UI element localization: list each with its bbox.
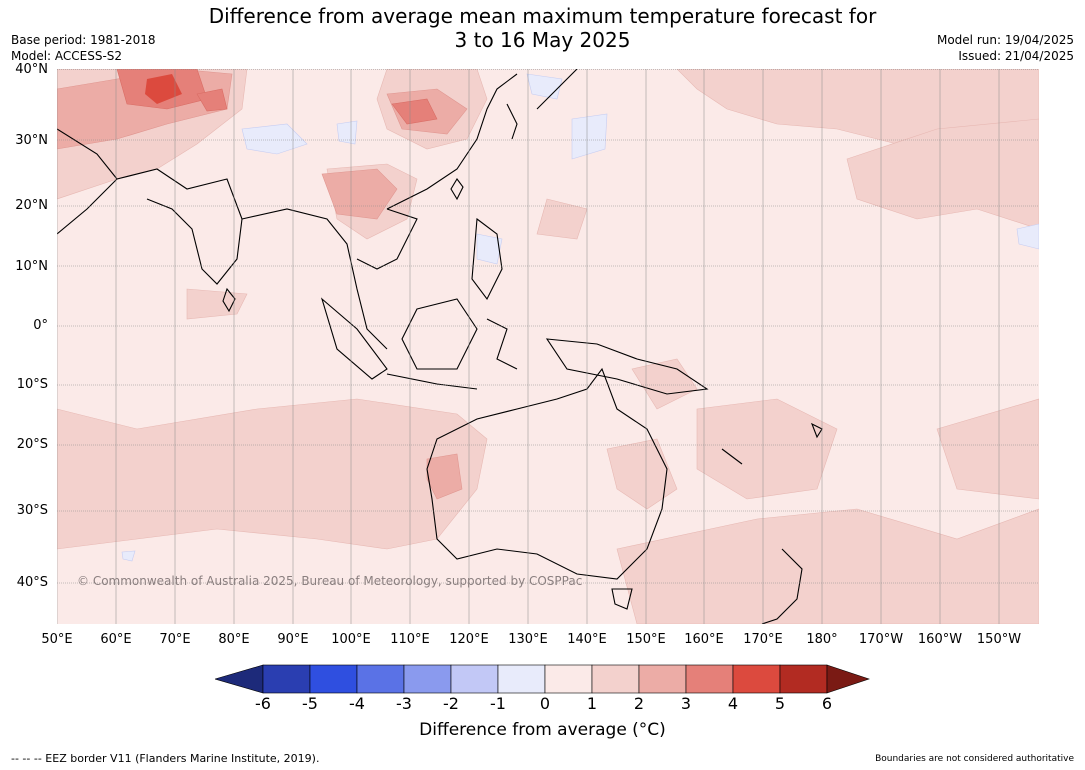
graticule — [57, 69, 1039, 624]
colorbar-tick: -5 — [302, 694, 318, 713]
colorbar-tick: -1 — [490, 694, 506, 713]
lon-label-70e: 70°E — [159, 632, 191, 647]
colorbar-tick: 4 — [727, 694, 739, 713]
anomaly-4-5-regions — [145, 74, 182, 104]
colorbar-tick: 3 — [680, 694, 692, 713]
colorbar-label: Difference from average (°C) — [419, 720, 666, 740]
colorbar-tick: -4 — [349, 694, 365, 713]
lat-label-20s: 20°S — [16, 437, 48, 452]
lat-label-30n: 30°N — [15, 133, 48, 148]
colorbar-bin-4-5 — [732, 664, 781, 694]
colorbar-tick: 6 — [821, 694, 833, 713]
title-line-1: Difference from average mean maximum tem… — [208, 4, 877, 28]
lat-label-20n: 20°N — [15, 198, 48, 213]
colorbar-bin-neg4-neg3 — [356, 664, 405, 694]
colorbar-bin-1-2 — [591, 664, 640, 694]
lon-label-60e: 60°E — [100, 632, 132, 647]
lat-label-30s: 30°S — [16, 503, 48, 518]
lon-label-120e: 120°E — [449, 632, 489, 647]
colorbar-tick: 2 — [633, 694, 645, 713]
boundary-disclaimer: Boundaries are not considered authoritat… — [875, 754, 1074, 764]
lon-label-160w: 160°W — [917, 632, 963, 647]
eez-note: -- -- -- EEZ border V11 (Flanders Marine… — [11, 752, 320, 765]
colorbar-bin-0-1 — [544, 664, 593, 694]
issued-date: Issued: 21/04/2025 — [958, 49, 1074, 63]
meta-right: Model run: 19/04/2025 Issued: 21/04/2025 — [937, 32, 1074, 64]
lon-label-170w: 170°W — [858, 632, 904, 647]
lon-label-180: 180° — [806, 632, 838, 647]
colorbar-tick: 1 — [586, 694, 598, 713]
colorbar-extend-low — [215, 664, 264, 694]
colorbar-bin-neg3-neg2 — [403, 664, 452, 694]
lon-label-110e: 110°E — [390, 632, 430, 647]
lon-label-150e: 150°E — [626, 632, 666, 647]
colorbar-extend-high — [826, 664, 870, 694]
colorbar-bin-neg5-neg4 — [309, 664, 358, 694]
lon-label-160e: 160°E — [684, 632, 724, 647]
map-canvas — [57, 69, 1039, 624]
base-period: Base period: 1981-2018 — [11, 33, 156, 47]
lon-label-150w: 150°W — [976, 632, 1022, 647]
colorbar-tick: -6 — [255, 694, 271, 713]
copyright-notice: © Commonwealth of Australia 2025, Bureau… — [77, 574, 583, 588]
forecast-map — [57, 69, 1039, 624]
colorbar-tick: -2 — [443, 694, 459, 713]
coastlines — [57, 69, 823, 624]
lat-label-10s: 10°S — [16, 377, 48, 392]
lat-label-40n: 40°N — [15, 62, 48, 77]
lon-label-130e: 130°E — [508, 632, 548, 647]
lon-label-50e: 50°E — [41, 632, 73, 647]
colorbar-tick: 5 — [774, 694, 786, 713]
lon-label-100e: 100°E — [331, 632, 371, 647]
lat-label-0: 0° — [33, 318, 48, 333]
colorbar-bin-neg6-neg5 — [262, 664, 311, 694]
lon-label-170e: 170°E — [743, 632, 783, 647]
lon-label-90e: 90°E — [277, 632, 309, 647]
map-title: Difference from average mean maximum tem… — [0, 4, 1085, 52]
lat-label-40s: 40°S — [16, 575, 48, 590]
colorbar-tick: -3 — [396, 694, 412, 713]
meta-left: Base period: 1981-2018 Model: ACCESS-S2 — [11, 32, 156, 64]
colorbar-bin-5-6 — [779, 664, 828, 694]
colorbar-tick: 0 — [539, 694, 551, 713]
colorbar — [215, 664, 870, 694]
anomaly-negative-regions — [121, 73, 1039, 562]
title-line-2: 3 to 16 May 2025 — [454, 28, 631, 52]
colorbar-bin-neg2-neg1 — [450, 664, 499, 694]
model-name: Model: ACCESS-S2 — [11, 49, 123, 63]
lon-label-140e: 140°E — [567, 632, 607, 647]
colorbar-bin-3-4 — [685, 664, 734, 694]
lon-label-80e: 80°E — [218, 632, 250, 647]
colorbar-bin-2-3 — [638, 664, 687, 694]
colorbar-bin-neg1-0 — [497, 664, 546, 694]
model-run: Model run: 19/04/2025 — [936, 33, 1074, 47]
lat-label-10n: 10°N — [15, 259, 48, 274]
